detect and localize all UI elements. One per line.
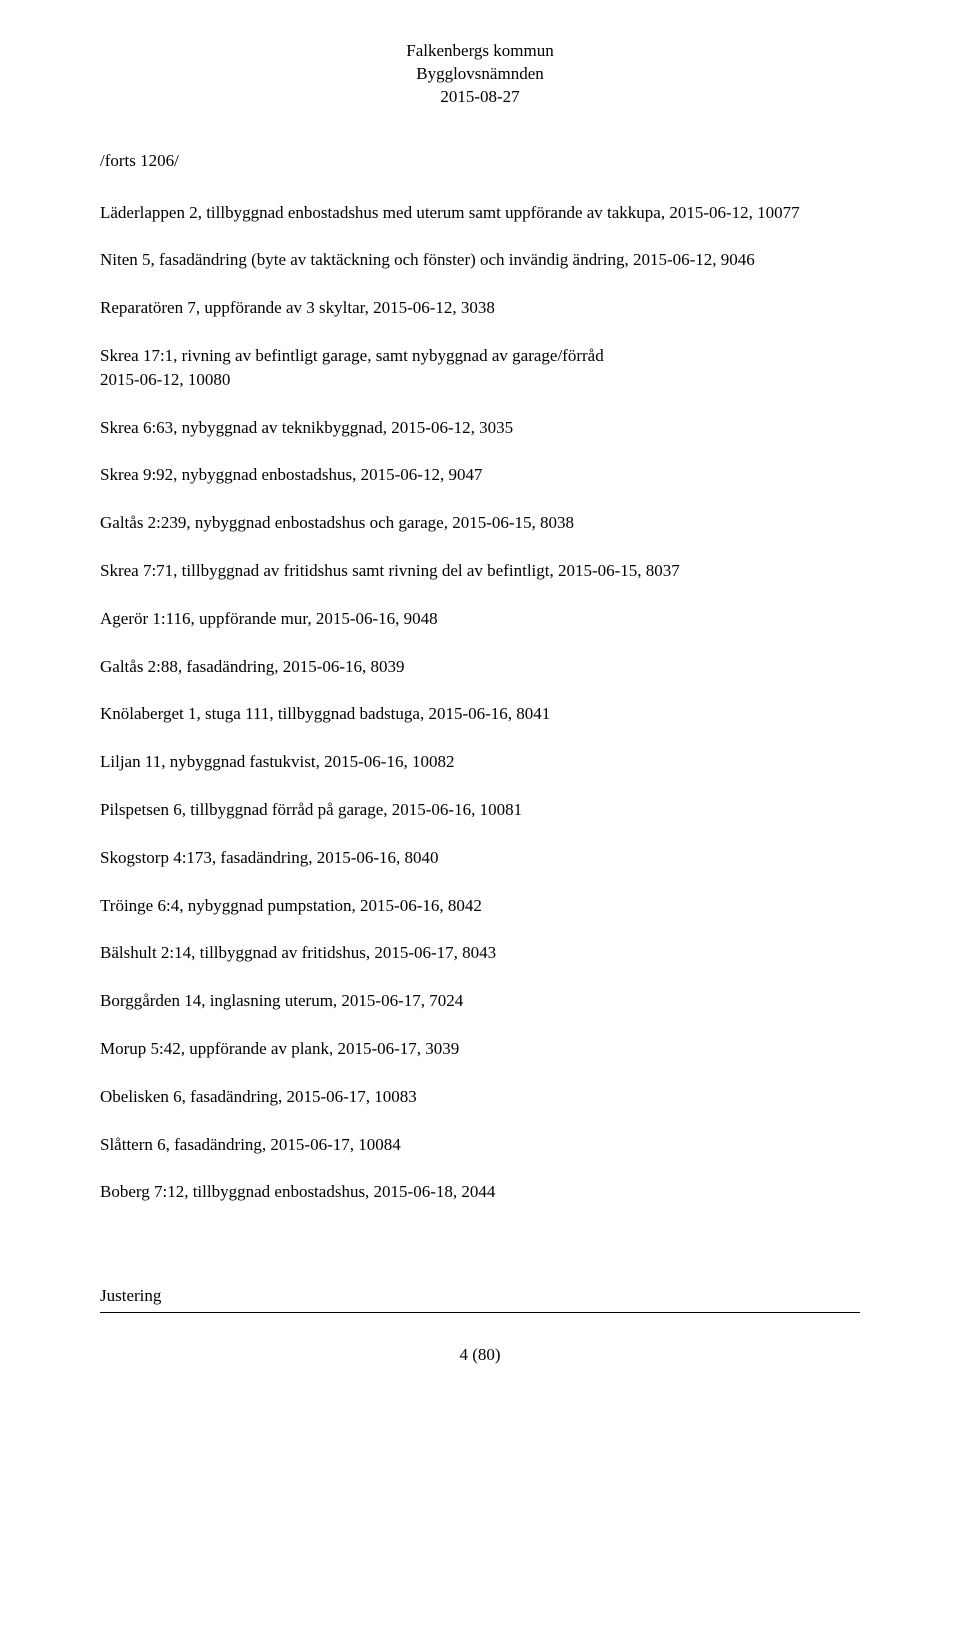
- document-header: Falkenbergs kommun Bygglovsnämnden 2015-…: [100, 40, 860, 109]
- entries-list: Läderlappen 2, tillbyggnad enbostadshus …: [100, 201, 860, 1205]
- entry: Reparatören 7, uppförande av 3 skyltar, …: [100, 296, 860, 320]
- entry-text: 2015-06-12, 10080: [100, 370, 230, 389]
- entry: Galtås 2:239, nybyggnad enbostadshus och…: [100, 511, 860, 535]
- header-line-2: Bygglovsnämnden: [100, 63, 860, 86]
- entry-text: Slåttern 6, fasadändring, 2015-06-17, 10…: [100, 1135, 401, 1154]
- entry: Galtås 2:88, fasadändring, 2015-06-16, 8…: [100, 655, 860, 679]
- entry-text: Galtås 2:239, nybyggnad enbostadshus och…: [100, 513, 574, 532]
- entry-text: Skrea 17:1, rivning av befintligt garage…: [100, 346, 604, 365]
- header-line-3: 2015-08-27: [100, 86, 860, 109]
- entry: Pilspetsen 6, tillbyggnad förråd på gara…: [100, 798, 860, 822]
- entry: Borggården 14, inglasning uterum, 2015-0…: [100, 989, 860, 1013]
- entry: Agerör 1:116, uppförande mur, 2015-06-16…: [100, 607, 860, 631]
- section-heading: /forts 1206/: [100, 149, 860, 173]
- footer-divider: [100, 1312, 860, 1313]
- entry: Skogstorp 4:173, fasadändring, 2015-06-1…: [100, 846, 860, 870]
- entry: Bälshult 2:14, tillbyggnad av fritidshus…: [100, 941, 860, 965]
- entry-text: Reparatören 7, uppförande av 3 skyltar, …: [100, 298, 495, 317]
- entry-text: Liljan 11, nybyggnad fastukvist, 2015-06…: [100, 752, 454, 771]
- entry-text: Pilspetsen 6, tillbyggnad förråd på gara…: [100, 800, 522, 819]
- entry-text: Läderlappen 2, tillbyggnad enbostadshus …: [100, 203, 800, 222]
- entry: Niten 5, fasadändring (byte av taktäckni…: [100, 248, 860, 272]
- entry: Skrea 17:1, rivning av befintligt garage…: [100, 344, 860, 392]
- entry-text: Tröinge 6:4, nybyggnad pumpstation, 2015…: [100, 896, 482, 915]
- header-line-1: Falkenbergs kommun: [100, 40, 860, 63]
- entry: Läderlappen 2, tillbyggnad enbostadshus …: [100, 201, 860, 225]
- entry: Tröinge 6:4, nybyggnad pumpstation, 2015…: [100, 894, 860, 918]
- entry: Skrea 9:92, nybyggnad enbostadshus, 2015…: [100, 463, 860, 487]
- entry-text: Galtås 2:88, fasadändring, 2015-06-16, 8…: [100, 657, 405, 676]
- entry-text: Morup 5:42, uppförande av plank, 2015-06…: [100, 1039, 459, 1058]
- entry-text: Bälshult 2:14, tillbyggnad av fritidshus…: [100, 943, 496, 962]
- entry: Liljan 11, nybyggnad fastukvist, 2015-06…: [100, 750, 860, 774]
- document-footer: Justering 4 (80): [100, 1284, 860, 1367]
- entry: Skrea 7:71, tillbyggnad av fritidshus sa…: [100, 559, 860, 583]
- entry: Obelisken 6, fasadändring, 2015-06-17, 1…: [100, 1085, 860, 1109]
- entry-text: Obelisken 6, fasadändring, 2015-06-17, 1…: [100, 1087, 417, 1106]
- entry-text: Skrea 6:63, nybyggnad av teknikbyggnad, …: [100, 418, 513, 437]
- entry: Skrea 6:63, nybyggnad av teknikbyggnad, …: [100, 416, 860, 440]
- footer-label: Justering: [100, 1284, 860, 1308]
- entry: Slåttern 6, fasadändring, 2015-06-17, 10…: [100, 1133, 860, 1157]
- entry: Boberg 7:12, tillbyggnad enbostadshus, 2…: [100, 1180, 860, 1204]
- entry-text: Skogstorp 4:173, fasadändring, 2015-06-1…: [100, 848, 439, 867]
- entry-text: Skrea 9:92, nybyggnad enbostadshus, 2015…: [100, 465, 482, 484]
- entry-text: Borggården 14, inglasning uterum, 2015-0…: [100, 991, 463, 1010]
- page-number: 4 (80): [100, 1343, 860, 1367]
- entry-text: Boberg 7:12, tillbyggnad enbostadshus, 2…: [100, 1182, 495, 1201]
- entry-text: Niten 5, fasadändring (byte av taktäckni…: [100, 250, 755, 269]
- entry-text: Agerör 1:116, uppförande mur, 2015-06-16…: [100, 609, 438, 628]
- entry: Knölaberget 1, stuga 111, tillbyggnad ba…: [100, 702, 860, 726]
- entry-text: Knölaberget 1, stuga 111, tillbyggnad ba…: [100, 704, 550, 723]
- entry-text: Skrea 7:71, tillbyggnad av fritidshus sa…: [100, 561, 680, 580]
- entry: Morup 5:42, uppförande av plank, 2015-06…: [100, 1037, 860, 1061]
